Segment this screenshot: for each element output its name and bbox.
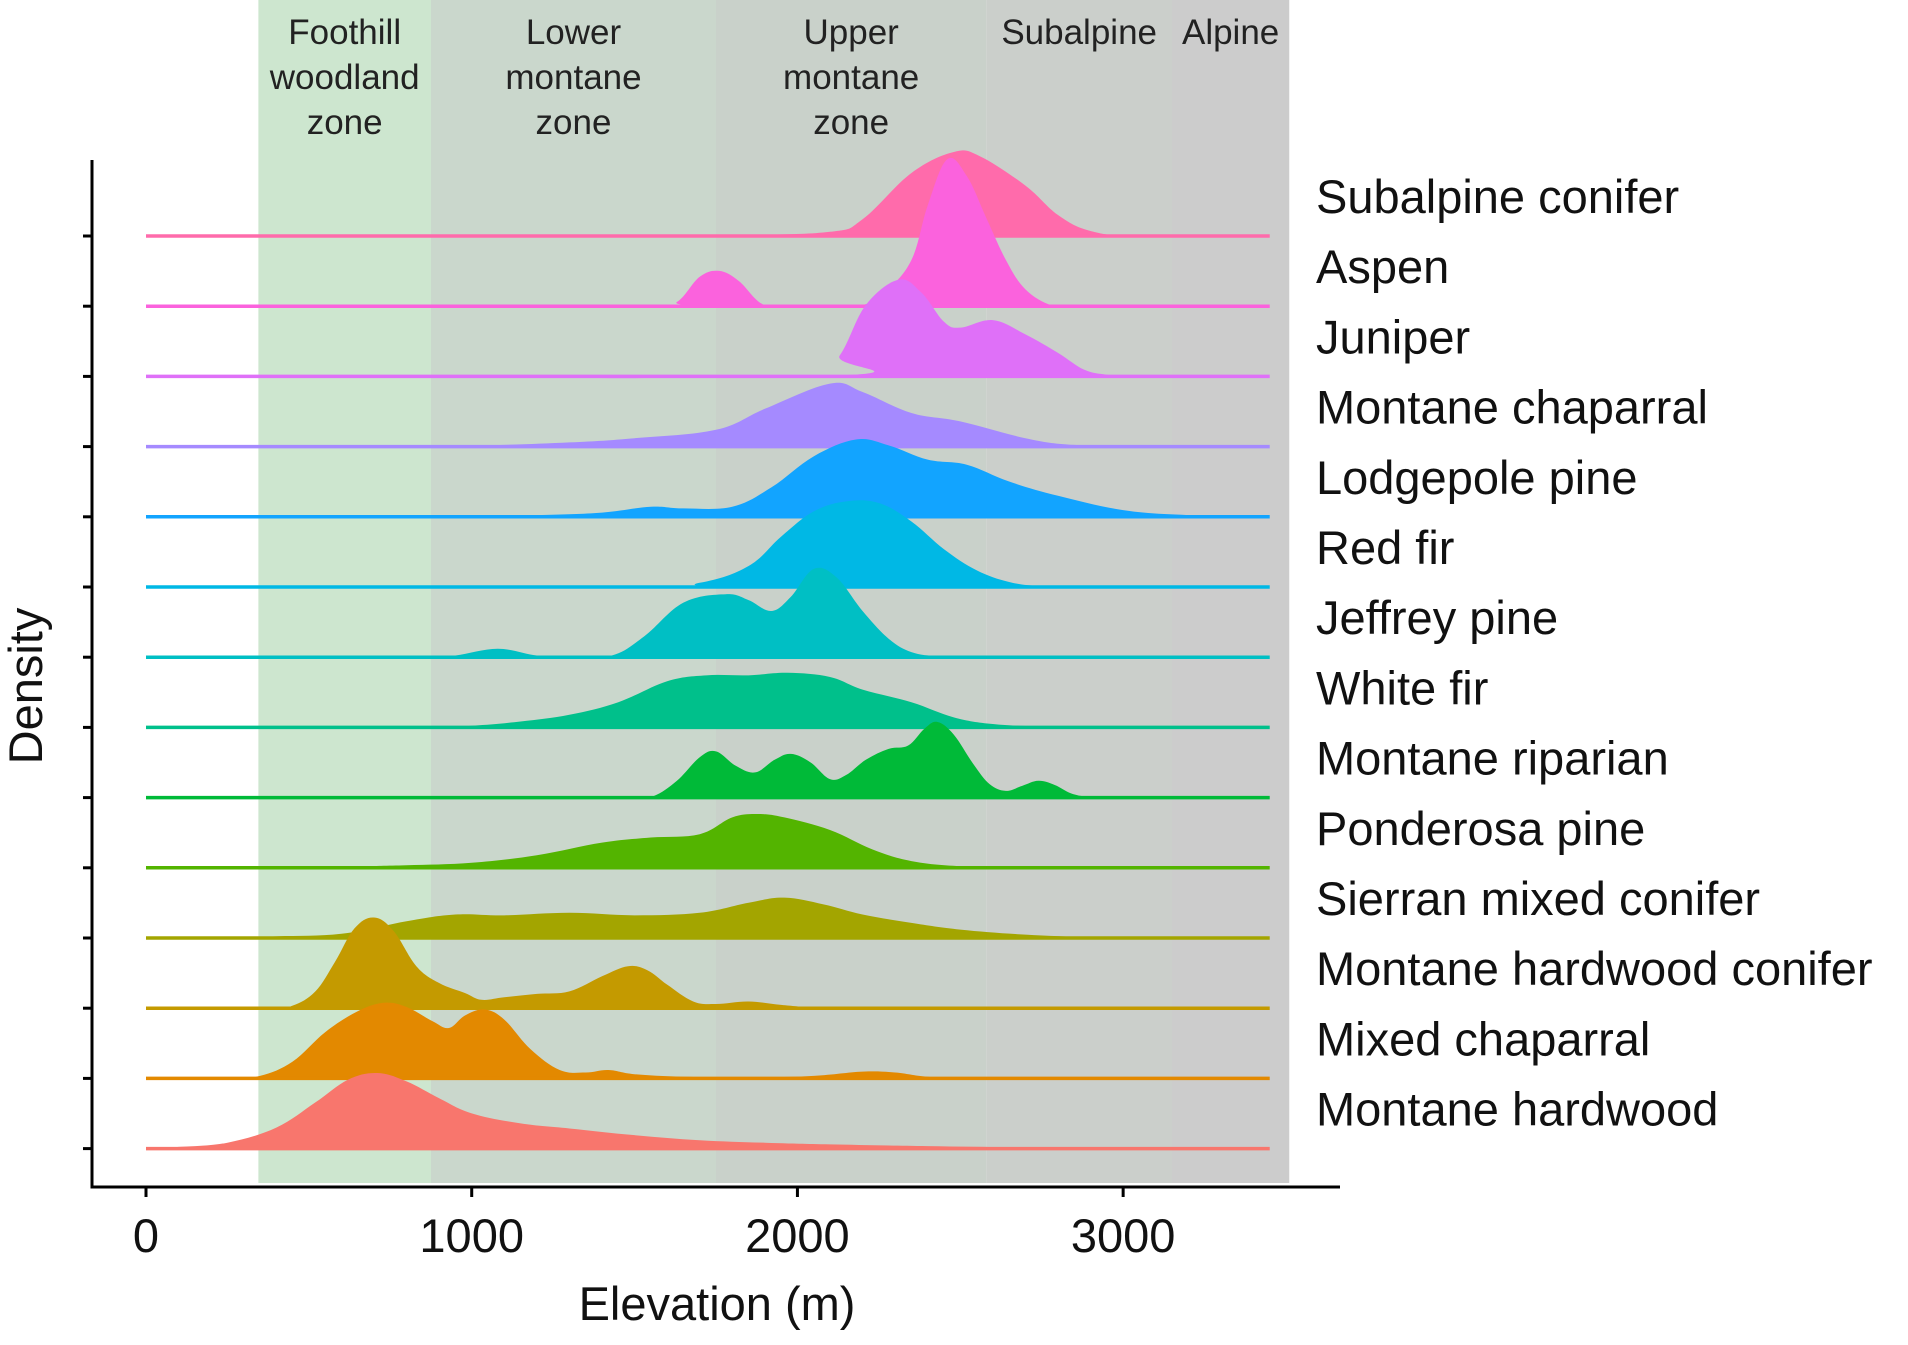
ridge-area-mixed-chaparral: [146, 1002, 1270, 1079]
ridge-area-juniper: [146, 279, 1270, 379]
ridge-area-lodgepole-pine: [146, 439, 1270, 517]
zone-label-subalpine: Subalpine: [1001, 13, 1157, 52]
ridge-sierran-mixed-conifer: [146, 897, 1270, 940]
series-label-montane-riparian: Montane riparian: [1316, 732, 1669, 785]
series-label-juniper: Juniper: [1316, 310, 1470, 363]
zone-label-upper: Upper: [804, 13, 900, 52]
ridge-ponderosa-pine: [146, 814, 1270, 870]
zone-label-alpine: Alpine: [1182, 13, 1279, 52]
ridge-area-montane-hardwood: [146, 1072, 1270, 1149]
series-label-montane-hardwood: Montane hardwood: [1316, 1083, 1718, 1136]
ridge-area-subalpine-conifer: [146, 150, 1270, 237]
zone-label-lower: Lower: [526, 13, 622, 52]
ridge-red-fir: [146, 500, 1270, 589]
ridge-area-jeffrey-pine: [146, 567, 1270, 658]
density-ridges: [146, 150, 1270, 1151]
ridge-area-sierran-mixed-conifer: [146, 897, 1270, 939]
ridge-mixed-chaparral: [146, 1002, 1270, 1081]
series-labels: Subalpine conifer Aspen Juniper Montane cha…: [1316, 170, 1873, 1136]
y-ticks: [83, 234, 92, 1151]
series-label-white-fir: White fir: [1316, 661, 1488, 714]
x-ticks: 0 1000 2000 3000: [133, 1187, 1175, 1262]
zone-label-zone: zone: [307, 103, 383, 142]
ridge-area-montane-riparian: [146, 721, 1270, 798]
series-label-jeffrey-pine: Jeffrey pine: [1316, 591, 1558, 644]
x-tick-label-2000: 2000: [745, 1209, 850, 1262]
x-tick-label-1000: 1000: [419, 1209, 524, 1262]
zone-label-woodland: woodland: [269, 58, 420, 97]
ridge-white-fir: [146, 672, 1270, 730]
series-label-red-fir: Red fir: [1316, 521, 1454, 574]
zone-label-montane: montane: [783, 58, 919, 97]
series-label-aspen: Aspen: [1316, 240, 1449, 293]
x-axis-title: Elevation (m): [579, 1277, 856, 1330]
series-label-sierran-mixed-conifer: Sierran mixed conifer: [1316, 872, 1760, 925]
ridge-montane-chaparral: [146, 382, 1270, 449]
series-label-montane-chaparral: Montane chaparral: [1316, 381, 1708, 434]
y-axis-title: Density: [0, 607, 52, 764]
zone-label-zone: zone: [813, 103, 889, 142]
ridge-montane-hardwood-conifer: [146, 917, 1270, 1010]
ridge-area-montane-chaparral: [146, 382, 1270, 447]
series-label-ponderosa-pine: Ponderosa pine: [1316, 802, 1645, 855]
zone-label-montane: montane: [505, 58, 641, 97]
ridge-area-ponderosa-pine: [146, 814, 1270, 868]
zone-label-foothill: Foothill: [288, 13, 401, 52]
ridge-subalpine-conifer: [146, 150, 1270, 238]
ridge-juniper: [146, 279, 1270, 379]
ridge-aspen: [146, 157, 1270, 308]
ridge-jeffrey-pine: [146, 567, 1270, 659]
series-label-subalpine-conifer: Subalpine conifer: [1316, 170, 1679, 223]
series-label-mixed-chaparral: Mixed chaparral: [1316, 1012, 1650, 1065]
ridge-lodgepole-pine: [146, 439, 1270, 519]
x-tick-label-3000: 3000: [1071, 1209, 1176, 1262]
zone-label-zone: zone: [536, 103, 612, 142]
ridge-area-aspen: [146, 157, 1270, 308]
axes: 0 1000 2000 3000 Elevation (m) Density: [0, 160, 1340, 1330]
ridge-area-montane-hardwood-conifer: [146, 917, 1270, 1009]
series-label-montane-hardwood-conifer: Montane hardwood conifer: [1316, 942, 1873, 995]
ridge-montane-riparian: [146, 721, 1270, 800]
ridge-area-white-fir: [146, 672, 1270, 728]
x-tick-label-0: 0: [133, 1209, 159, 1262]
ridge-montane-hardwood: [146, 1072, 1270, 1151]
series-label-lodgepole-pine: Lodgepole pine: [1316, 451, 1637, 504]
zone-band-alpine: [1172, 0, 1290, 1183]
